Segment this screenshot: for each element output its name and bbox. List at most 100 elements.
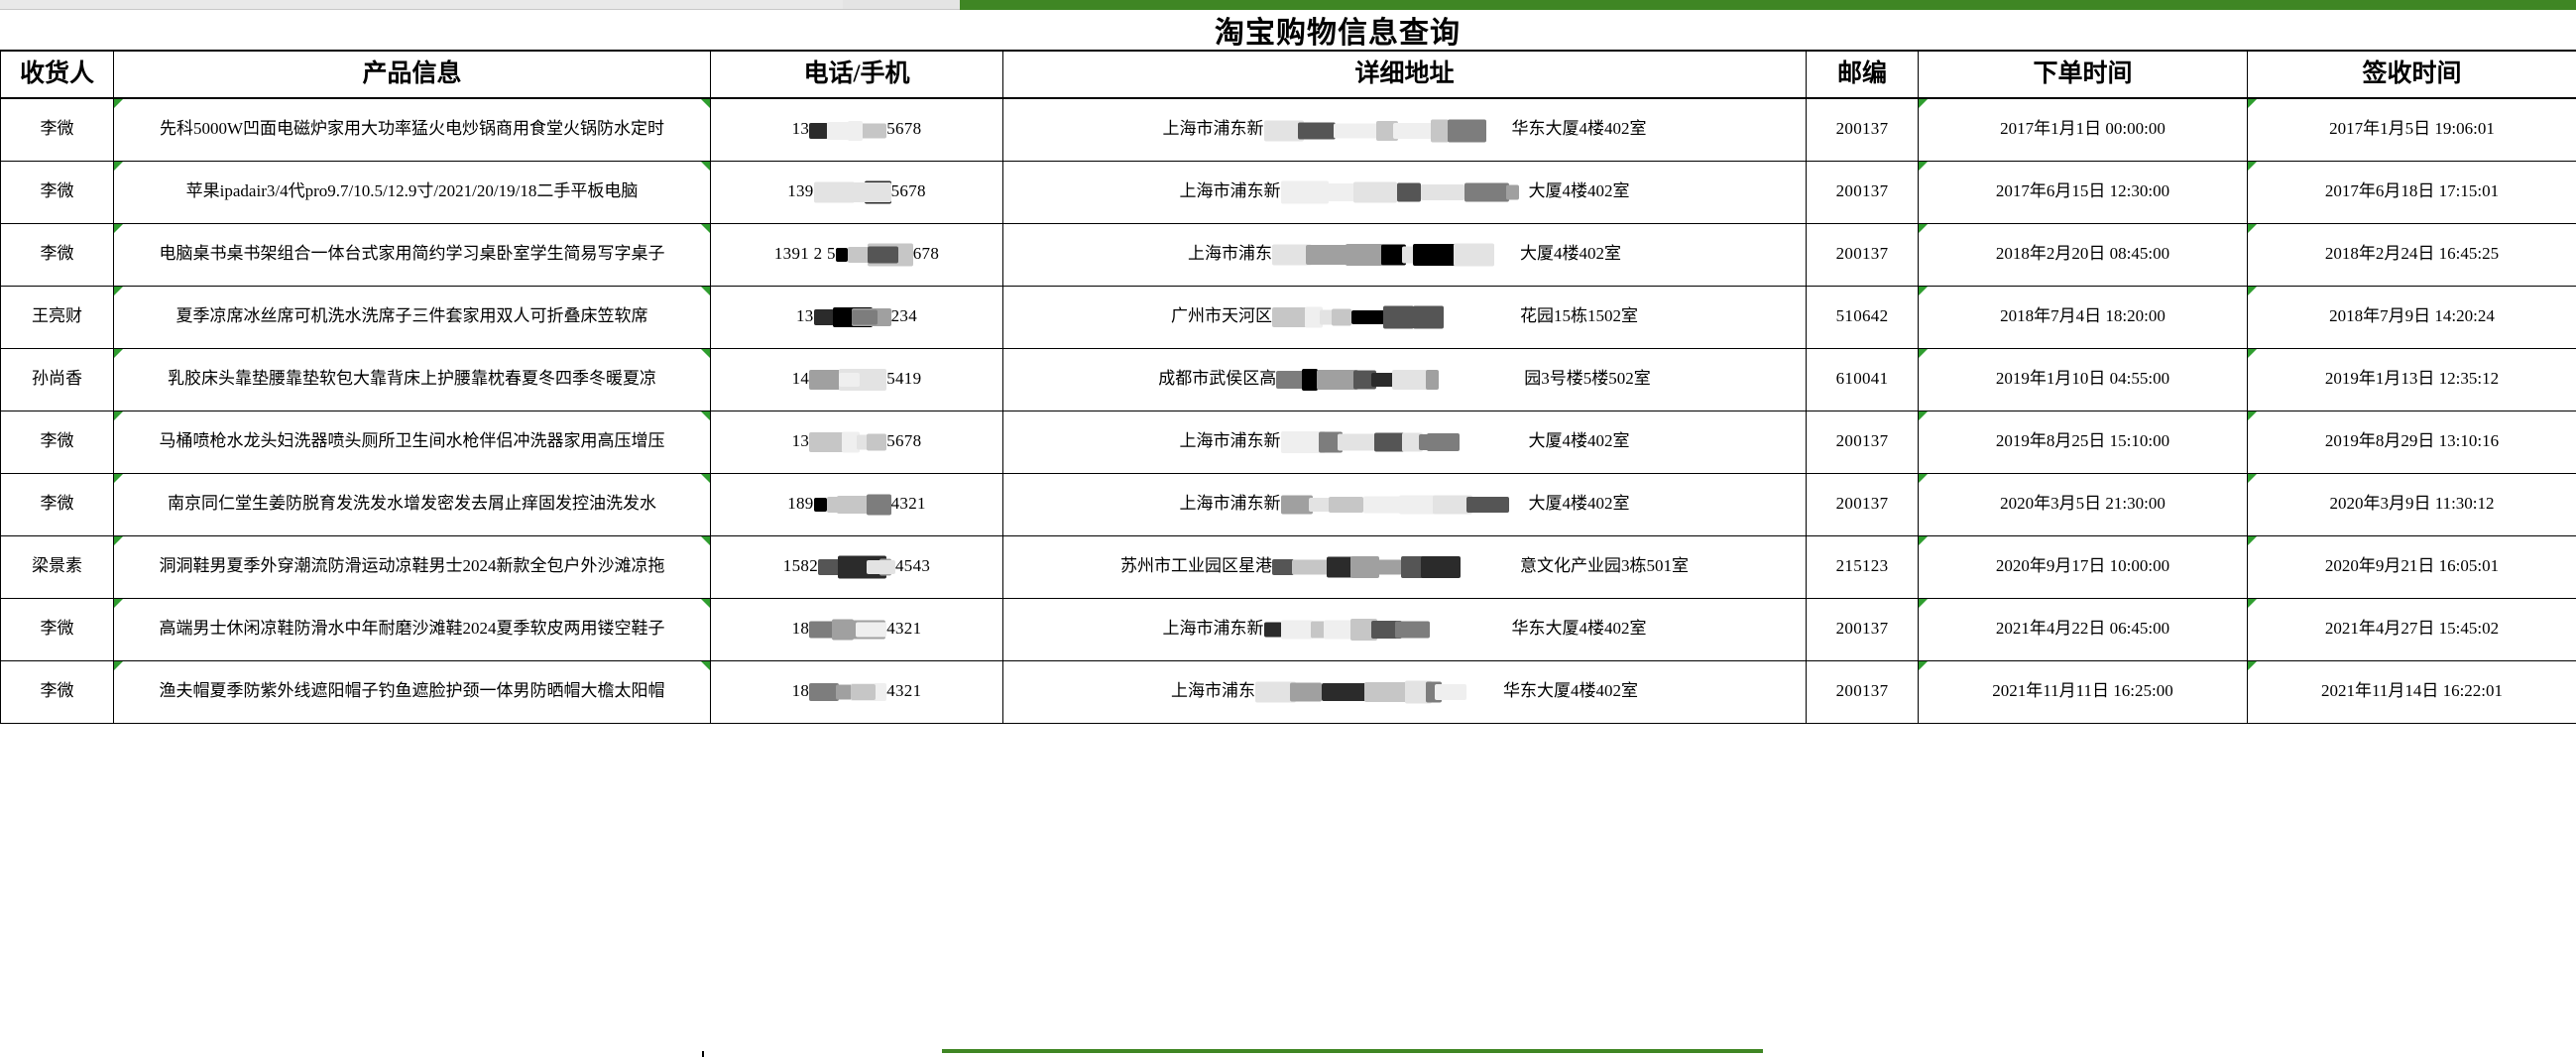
cell-postcode[interactable]: 610041	[1806, 347, 1919, 411]
cell-postcode[interactable]: 510642	[1806, 285, 1919, 349]
cell-product-info[interactable]: 先科5000W凹面电磁炉家用大功率猛火电炒锅商用食堂火锅防水定时	[113, 97, 711, 162]
cell-product-info[interactable]: 高端男士休闲凉鞋防滑水中年耐磨沙滩鞋2024夏季软皮两用镂空鞋子	[113, 597, 711, 661]
cell-address[interactable]: 上海市浦东 大厦4楼402室	[1002, 222, 1807, 287]
table-row[interactable]: 李微 电脑桌书桌书架组合一体台式家用简约学习桌卧室学生简易写字桌子 1391 2 5…	[0, 222, 2576, 287]
redaction-block	[866, 494, 891, 516]
cell-recipient[interactable]: 李微	[0, 472, 114, 536]
cell-postcode[interactable]: 215123	[1806, 534, 1919, 599]
cell-address[interactable]: 上海市浦东新 华东大厦4楼402室	[1002, 97, 1807, 162]
cell-address[interactable]: 上海市浦东 华东大厦4楼402室	[1002, 659, 1807, 724]
cell-order-time[interactable]: 2019年8月25日 15:10:00	[1918, 410, 2248, 474]
table-row[interactable]: 李微 马桶喷枪水龙头妇洗器喷头厕所卫生间水枪伴侣冲洗器家用高压增压 13 5678 上海…	[0, 410, 2576, 474]
cell-postcode[interactable]: 200137	[1806, 222, 1919, 287]
redaction-block	[1321, 183, 1360, 202]
cell-postcode[interactable]: 200137	[1806, 97, 1919, 162]
redaction-block	[1392, 370, 1434, 391]
cell-address[interactable]: 广州市天河区 花园15栋1502室	[1002, 285, 1807, 349]
table-row[interactable]: 李微 苹果ipadair3/4代pro9.7/10.5/12.9寸/2021/20…	[0, 160, 2576, 224]
table-row[interactable]: 李微 南京同仁堂生姜防脱育发洗发水增发密发去屑止痒固发控油洗发水 189 4321 上海…	[0, 472, 2576, 536]
col-header-order-time[interactable]: 下单时间	[1918, 50, 2248, 99]
cell-phone[interactable]: 13 5678	[710, 97, 1003, 162]
bottom-grid-tick	[702, 1051, 704, 1057]
cell-order-time[interactable]: 2018年7月4日 18:20:00	[1918, 285, 2248, 349]
cell-address[interactable]: 上海市浦东新 华东大厦4楼402室	[1002, 597, 1807, 661]
cell-phone[interactable]: 13 5678	[710, 410, 1003, 474]
cell-sign-time[interactable]: 2017年1月5日 19:06:01	[2247, 97, 2576, 162]
cell-postcode[interactable]: 200137	[1806, 410, 1919, 474]
redaction-block	[1370, 621, 1402, 640]
col-header-product[interactable]: 产品信息	[113, 50, 711, 99]
cell-product-info[interactable]: 乳胶床头靠垫腰靠垫软包大靠背床上护腰靠枕春夏冬四季冬暖夏凉	[113, 347, 711, 411]
cell-sign-time[interactable]: 2017年6月18日 17:15:01	[2247, 160, 2576, 224]
cell-recipient[interactable]: 李微	[0, 597, 114, 661]
cell-order-time[interactable]: 2019年1月10日 04:55:00	[1918, 347, 2248, 411]
cell-recipient[interactable]: 李微	[0, 222, 114, 287]
cell-recipient[interactable]: 李微	[0, 97, 114, 162]
cell-order-time[interactable]: 2021年11月11日 16:25:00	[1918, 659, 2248, 724]
cell-product-info[interactable]: 电脑桌书桌书架组合一体台式家用简约学习桌卧室学生简易写字桌子	[113, 222, 711, 287]
table-row[interactable]: 王亮财 夏季凉席冰丝席可机洗水洗席子三件套家用双人可折叠床笠软席 13 234 广州市天…	[0, 285, 2576, 349]
table-row[interactable]: 李微 高端男士休闲凉鞋防滑水中年耐磨沙滩鞋2024夏季软皮两用镂空鞋子 18 4321…	[0, 597, 2576, 661]
cell-sign-time[interactable]: 2018年7月9日 14:20:24	[2247, 285, 2576, 349]
cell-recipient[interactable]: 李微	[0, 659, 114, 724]
cell-recipient[interactable]: 李微	[0, 160, 114, 224]
cell-sign-time[interactable]: 2021年11月14日 16:22:01	[2247, 659, 2576, 724]
cell-order-time[interactable]: 2017年6月15日 12:30:00	[1918, 160, 2248, 224]
cell-sign-time[interactable]: 2021年4月27日 15:45:02	[2247, 597, 2576, 661]
cell-sign-time[interactable]: 2018年2月24日 16:45:25	[2247, 222, 2576, 287]
cell-phone[interactable]: 13 234	[710, 285, 1003, 349]
redaction-block	[832, 619, 855, 641]
redaction-block	[1332, 308, 1351, 326]
cell-address[interactable]: 苏州市工业园区星港 意文化产业园3栋501室	[1002, 534, 1807, 599]
col-header-phone[interactable]: 电话/手机	[710, 50, 1003, 99]
cell-sign-time[interactable]: 2020年9月21日 16:05:01	[2247, 534, 2576, 599]
cell-product-info[interactable]: 渔夫帽夏季防紫外线遮阳帽子钓鱼遮脸护颈一体男防晒帽大檐太阳帽	[113, 659, 711, 724]
cell-phone[interactable]: 18 4321	[710, 597, 1003, 661]
cell-product-info[interactable]: 苹果ipadair3/4代pro9.7/10.5/12.9寸/2021/20/1…	[113, 160, 711, 224]
table-row[interactable]: 李微 渔夫帽夏季防紫外线遮阳帽子钓鱼遮脸护颈一体男防晒帽大檐太阳帽 18 4321 上海…	[0, 659, 2576, 724]
cell-product-info[interactable]: 夏季凉席冰丝席可机洗水洗席子三件套家用双人可折叠床笠软席	[113, 285, 711, 349]
cell-postcode[interactable]: 200137	[1806, 597, 1919, 661]
page-title: 淘宝购物信息查询	[1215, 17, 1461, 50]
cell-product-info[interactable]: 洞洞鞋男夏季外穿潮流防滑运动凉鞋男士2024新款全包户外沙滩凉拖	[113, 534, 711, 599]
cell-address[interactable]: 上海市浦东新 大厦4楼402室	[1002, 472, 1807, 536]
cell-order-time[interactable]: 2020年9月17日 10:00:00	[1918, 534, 2248, 599]
cell-phone[interactable]: 189 4321	[710, 472, 1003, 536]
cell-sign-time[interactable]: 2020年3月9日 11:30:12	[2247, 472, 2576, 536]
cell-postcode[interactable]: 200137	[1806, 472, 1919, 536]
cell-phone[interactable]: 139 5678	[710, 160, 1003, 224]
col-header-sign-time[interactable]: 签收时间	[2247, 50, 2576, 99]
cell-order-time[interactable]: 2017年1月1日 00:00:00	[1918, 97, 2248, 162]
cell-order-time[interactable]: 2020年3月5日 21:30:00	[1918, 472, 2248, 536]
cell-address[interactable]: 上海市浦东新 大厦4楼402室	[1002, 160, 1807, 224]
redaction-block	[1420, 184, 1464, 201]
col-header-address[interactable]: 详细地址	[1002, 50, 1807, 99]
col-header-name[interactable]: 收货人	[0, 50, 114, 99]
cell-postcode[interactable]: 200137	[1806, 659, 1919, 724]
cell-phone[interactable]: 1582 4543	[710, 534, 1003, 599]
cell-order-time[interactable]: 2021年4月22日 06:45:00	[1918, 597, 2248, 661]
cell-recipient[interactable]: 孙尚香	[0, 347, 114, 411]
cell-phone[interactable]: 1391 2 5 678	[710, 222, 1003, 287]
cell-order-time[interactable]: 2018年2月20日 08:45:00	[1918, 222, 2248, 287]
table-row[interactable]: 孙尚香 乳胶床头靠垫腰靠垫软包大靠背床上护腰靠枕春夏冬四季冬暖夏凉 14 5419 成都…	[0, 347, 2576, 411]
redaction-block	[1306, 245, 1348, 266]
cell-postcode[interactable]: 200137	[1806, 160, 1919, 224]
table-row[interactable]: 梁景素 洞洞鞋男夏季外穿潮流防滑运动凉鞋男士2024新款全包户外沙滩凉拖 1582 4…	[0, 534, 2576, 599]
col-header-postcode[interactable]: 邮编	[1806, 50, 1919, 99]
cell-sign-time[interactable]: 2019年1月13日 12:35:12	[2247, 347, 2576, 411]
cell-recipient[interactable]: 李微	[0, 410, 114, 474]
cell-sign-time[interactable]: 2019年8月29日 13:10:16	[2247, 410, 2576, 474]
cell-address[interactable]: 上海市浦东新 大厦4楼402室	[1002, 410, 1807, 474]
redaction-block	[851, 309, 878, 325]
redacted-text: 上海市浦东新 大厦4楼402室	[1180, 429, 1630, 454]
cell-recipient[interactable]: 梁景素	[0, 534, 114, 599]
cell-phone[interactable]: 18 4321	[710, 659, 1003, 724]
cell-recipient[interactable]: 王亮财	[0, 285, 114, 349]
cell-phone[interactable]: 14 5419	[710, 347, 1003, 411]
table-row[interactable]: 李微 先科5000W凹面电磁炉家用大功率猛火电炒锅商用食堂火锅防水定时 13 5678…	[0, 97, 2576, 162]
cell-product-info[interactable]: 马桶喷枪水龙头妇洗器喷头厕所卫生间水枪伴侣冲洗器家用高压增压	[113, 410, 711, 474]
cell-product-info[interactable]: 南京同仁堂生姜防脱育发洗发水增发密发去屑止痒固发控油洗发水	[113, 472, 711, 536]
cell-address[interactable]: 成都市武侯区高 园3号楼5楼502室	[1002, 347, 1807, 411]
redaction-block	[1381, 244, 1406, 266]
